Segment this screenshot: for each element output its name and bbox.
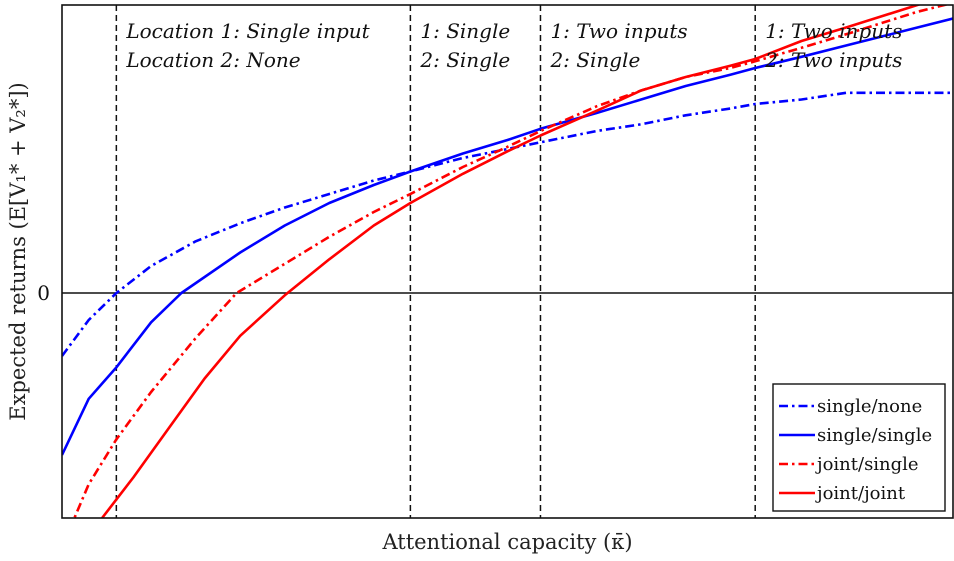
legend-label-single-none: single/none — [817, 396, 922, 417]
y-tick-label: 0 — [37, 281, 50, 305]
regime-3-line-1: 1: Two inputs — [550, 19, 687, 43]
x-axis-label: Attentional capacity (κ̄) — [381, 530, 632, 554]
regime-2-line-1: 1: Single — [420, 19, 510, 43]
series-layer — [62, 5, 953, 518]
plot-frame — [61, 4, 954, 519]
series-line-joint-joint — [101, 5, 922, 518]
legend-label-joint-joint: joint/joint — [815, 483, 906, 504]
regime-1-line-1: Location 1: Single input — [125, 19, 370, 43]
regime-annotations: Location 1: Single input Location 2: None… — [125, 19, 902, 72]
regime-4-line-1: 1: Two inputs — [765, 19, 902, 43]
regime-boundaries — [115, 5, 756, 518]
legend-label-single-single: single/single — [817, 425, 932, 446]
series-line-joint-single — [73, 5, 950, 518]
legend-label-joint-single: joint/single — [815, 454, 919, 475]
y-axis-label: Expected returns (E[V₁* + V₂*]) — [6, 82, 30, 420]
y-ticks: 0 — [37, 281, 50, 305]
regime-4-line-2: 2: Two inputs — [764, 48, 902, 72]
series-line-single-none — [62, 91, 953, 357]
regime-2-line-2: 2: Single — [419, 48, 510, 72]
regime-1-line-2: Location 2: None — [125, 48, 300, 72]
regime-3-line-2: 2: Single — [549, 48, 640, 72]
series-line-single-single — [62, 17, 953, 456]
legend: single/none single/single joint/single join… — [772, 383, 946, 512]
